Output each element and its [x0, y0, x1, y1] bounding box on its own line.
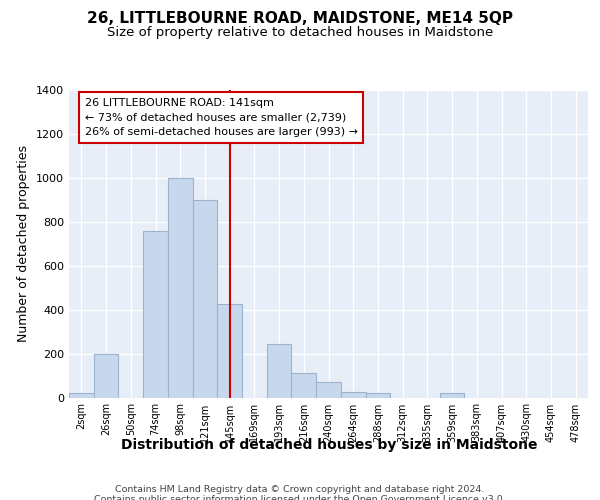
- Bar: [267, 344, 292, 398]
- Bar: [316, 382, 341, 398]
- Text: Contains HM Land Registry data © Crown copyright and database right 2024.: Contains HM Land Registry data © Crown c…: [115, 485, 485, 494]
- Text: 26 LITTLEBOURNE ROAD: 141sqm
← 73% of detached houses are smaller (2,739)
26% of: 26 LITTLEBOURNE ROAD: 141sqm ← 73% of de…: [85, 98, 358, 138]
- Bar: [69, 393, 94, 398]
- Bar: [94, 354, 118, 398]
- Text: Size of property relative to detached houses in Maidstone: Size of property relative to detached ho…: [107, 26, 493, 39]
- Bar: [143, 230, 168, 398]
- Bar: [292, 374, 316, 398]
- Bar: [341, 392, 365, 398]
- Bar: [217, 304, 242, 398]
- Bar: [440, 393, 464, 398]
- Y-axis label: Number of detached properties: Number of detached properties: [17, 145, 31, 342]
- Bar: [168, 178, 193, 398]
- Bar: [365, 393, 390, 398]
- Text: Contains public sector information licensed under the Open Government Licence v3: Contains public sector information licen…: [94, 495, 506, 500]
- Text: 26, LITTLEBOURNE ROAD, MAIDSTONE, ME14 5QP: 26, LITTLEBOURNE ROAD, MAIDSTONE, ME14 5…: [87, 11, 513, 26]
- Bar: [193, 200, 217, 398]
- Text: Distribution of detached houses by size in Maidstone: Distribution of detached houses by size …: [121, 438, 537, 452]
